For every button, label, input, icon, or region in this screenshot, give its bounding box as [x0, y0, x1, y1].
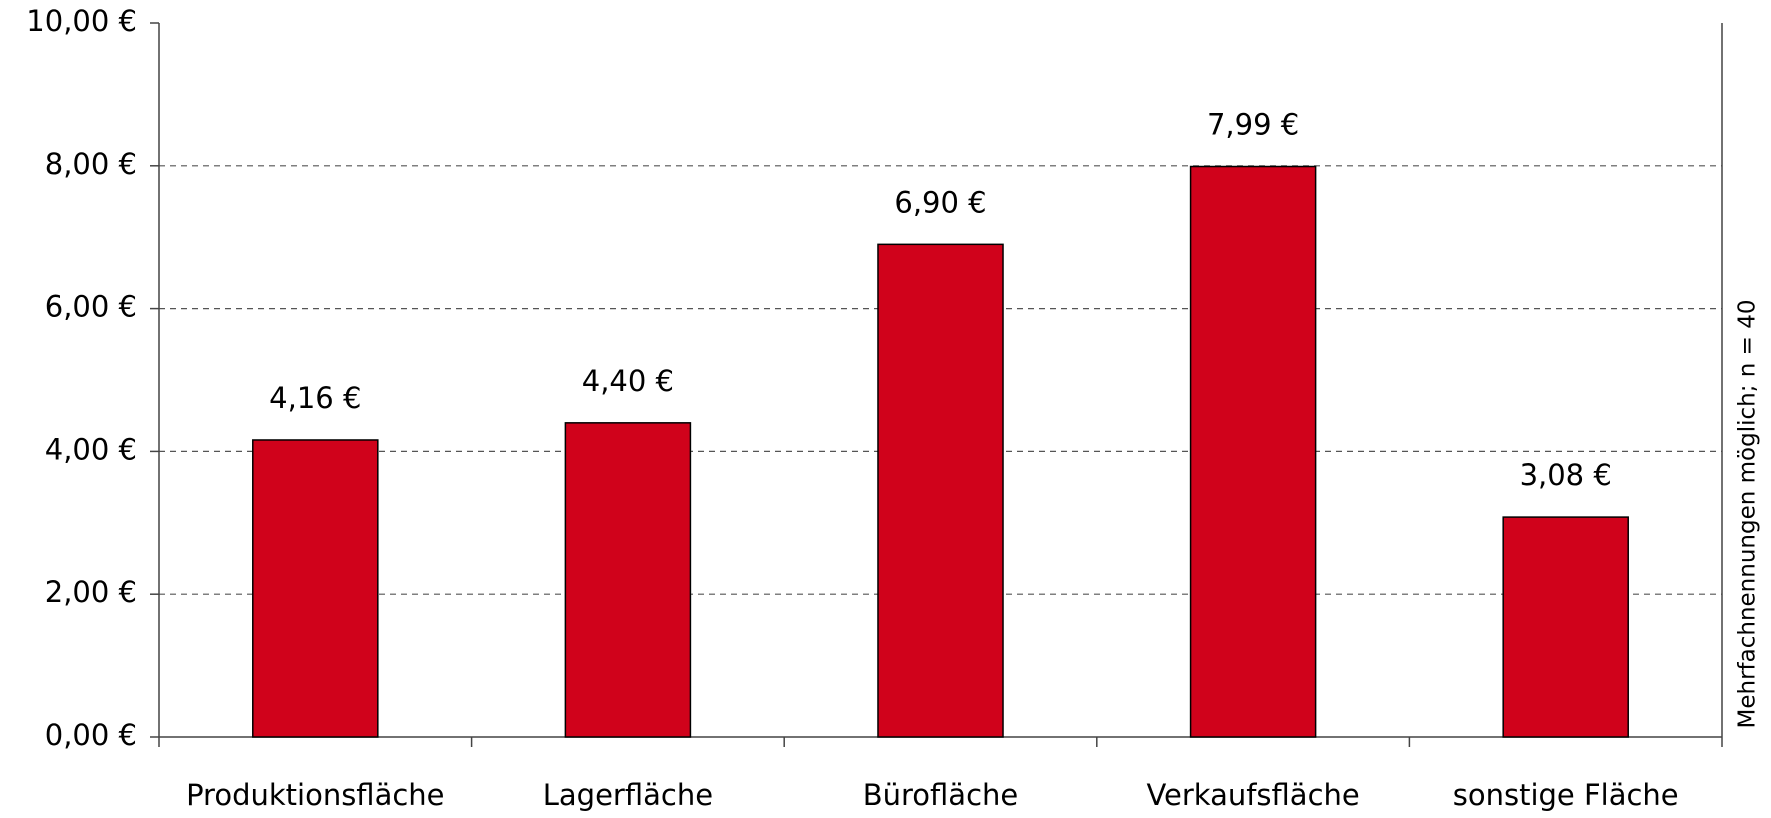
y-tick-label: 4,00 € [45, 432, 137, 466]
bar [877, 243, 1004, 738]
x-tick-label: Verkaufsfläche [1146, 778, 1359, 812]
value-label: 7,99 € [1207, 108, 1299, 142]
y-tick-label: 0,00 € [45, 718, 137, 752]
y-tick-label: 2,00 € [45, 575, 137, 609]
x-tick-label: Bürofläche [863, 778, 1019, 812]
annotation: Mehrfachnennungen möglich; n = 40 [1735, 300, 1761, 729]
y-tick-label: 8,00 € [45, 147, 137, 181]
bar [1502, 516, 1629, 738]
x-tick-label: sonstige Fläche [1453, 778, 1679, 812]
y-tick-label: 10,00 € [26, 4, 137, 38]
value-label: 3,08 € [1520, 458, 1612, 492]
x-tick-label: Produktionsfläche [186, 778, 444, 812]
bar [564, 422, 692, 738]
bar [252, 439, 379, 738]
x-tick-label: Lagerfläche [543, 778, 713, 812]
y-tick-label: 6,00 € [45, 290, 137, 324]
value-label: 4,16 € [269, 381, 361, 415]
value-label: 4,40 € [582, 364, 674, 398]
value-label: 6,90 € [894, 185, 986, 219]
bar [1189, 165, 1317, 738]
